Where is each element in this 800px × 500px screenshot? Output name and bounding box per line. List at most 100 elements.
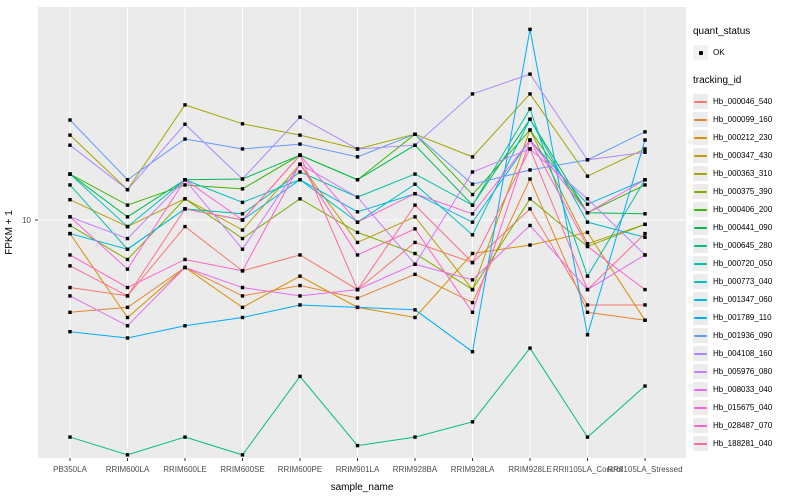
legend-item-Hb_001936_090: Hb_001936_090 bbox=[693, 327, 798, 344]
data-point bbox=[298, 197, 302, 201]
legend-key-box bbox=[693, 94, 708, 109]
data-point bbox=[183, 207, 187, 211]
data-point bbox=[125, 305, 130, 310]
data-point bbox=[183, 103, 187, 107]
legend-item-Hb_000363_310: Hb_000363_310 bbox=[693, 165, 798, 182]
data-point bbox=[470, 182, 475, 186]
data-point bbox=[413, 172, 417, 176]
series-color-swatch bbox=[694, 172, 707, 175]
data-point bbox=[643, 130, 647, 134]
legend-key-box bbox=[693, 274, 708, 289]
data-point bbox=[68, 330, 72, 334]
data-point bbox=[643, 253, 647, 257]
legend-item-Hb_000375_390: Hb_000375_390 bbox=[693, 183, 798, 200]
legend-label: Hb_000375_390 bbox=[713, 187, 773, 196]
legend-key-box bbox=[693, 45, 708, 60]
legend-item-Hb_000773_040: Hb_000773_040 bbox=[693, 273, 798, 290]
data-point bbox=[470, 155, 475, 159]
legend-panel: quant_status OK tracking_id Hb_000046_54… bbox=[693, 26, 798, 453]
data-point bbox=[68, 133, 72, 137]
legend-label: Hb_001347_060 bbox=[713, 295, 773, 304]
x-axis-title: sample_name bbox=[331, 482, 394, 493]
data-point bbox=[470, 212, 475, 216]
legend-item-Hb_000046_540: Hb_000046_540 bbox=[693, 93, 798, 110]
data-point bbox=[240, 305, 245, 310]
data-point bbox=[125, 336, 130, 340]
legend-item-Hb_008033_040: Hb_008033_040 bbox=[693, 381, 798, 398]
data-point bbox=[68, 264, 72, 268]
data-point bbox=[125, 294, 130, 298]
data-point bbox=[355, 296, 360, 300]
legend-key-box bbox=[693, 364, 708, 379]
legend-key-box bbox=[693, 436, 708, 451]
x-tick-label: RRIM600SE bbox=[220, 465, 264, 474]
data-point bbox=[298, 374, 302, 379]
data-point bbox=[183, 137, 187, 141]
data-point bbox=[585, 174, 590, 178]
data-point bbox=[125, 215, 130, 219]
data-point bbox=[643, 318, 647, 322]
data-point bbox=[470, 92, 475, 96]
data-point bbox=[240, 187, 245, 191]
data-point bbox=[585, 211, 590, 215]
legend-label: Hb_000363_310 bbox=[713, 169, 773, 178]
data-point bbox=[183, 122, 187, 126]
data-point bbox=[413, 203, 417, 207]
legend-key-box bbox=[693, 328, 708, 343]
x-tick-label: RRIM600LA bbox=[106, 465, 150, 474]
legend-label: Hb_004108_160 bbox=[713, 349, 773, 358]
series-color-swatch bbox=[694, 424, 707, 427]
data-point bbox=[240, 228, 245, 232]
legend-key-box bbox=[693, 418, 708, 433]
data-point bbox=[470, 310, 475, 315]
data-point bbox=[240, 177, 245, 181]
legend-label: Hb_000406_200 bbox=[713, 205, 773, 214]
legend-label: Hb_015675_040 bbox=[713, 403, 773, 412]
data-point bbox=[470, 278, 475, 282]
data-point bbox=[413, 215, 417, 219]
data-point bbox=[240, 247, 245, 251]
legend-label: Hb_188281_040 bbox=[713, 439, 773, 448]
data-point bbox=[240, 453, 245, 457]
series-color-swatch bbox=[694, 208, 707, 211]
legend-label: Hb_000212_230 bbox=[713, 133, 773, 142]
series-color-swatch bbox=[694, 334, 707, 337]
data-point bbox=[528, 168, 532, 172]
legend-key-box bbox=[693, 292, 708, 307]
data-point bbox=[643, 212, 647, 216]
data-point bbox=[240, 315, 245, 320]
legend-item-Hb_000099_160: Hb_000099_160 bbox=[693, 111, 798, 128]
data-point bbox=[470, 192, 475, 197]
data-point bbox=[355, 155, 360, 159]
legend-label: Hb_001936_090 bbox=[713, 331, 773, 340]
data-point bbox=[528, 138, 532, 142]
data-point bbox=[68, 310, 72, 315]
legend-title-tracking-id: tracking_id bbox=[693, 75, 742, 86]
data-point bbox=[585, 197, 590, 201]
data-point bbox=[240, 294, 245, 298]
data-point bbox=[585, 202, 590, 206]
legend-item-Hb_000406_200: Hb_000406_200 bbox=[693, 201, 798, 218]
data-point bbox=[298, 303, 302, 307]
data-point bbox=[528, 27, 532, 32]
data-point bbox=[183, 324, 187, 328]
x-tick-label: RRIM928BA bbox=[393, 465, 438, 474]
data-point bbox=[240, 212, 245, 216]
data-point bbox=[413, 251, 417, 256]
data-point bbox=[470, 220, 475, 224]
data-point bbox=[643, 384, 647, 388]
x-tick-label: RRIM600LE bbox=[163, 465, 207, 474]
x-tick-label: RRII105LA_Stressed bbox=[607, 465, 682, 474]
data-point bbox=[470, 233, 475, 237]
legend-key-box bbox=[693, 382, 708, 397]
legend-label: Hb_008033_040 bbox=[713, 385, 773, 394]
y-axis-title: FPKM + 1 bbox=[4, 210, 15, 255]
point-marker-icon bbox=[698, 50, 703, 55]
data-point bbox=[470, 170, 475, 174]
data-point bbox=[643, 222, 647, 227]
series-color-swatch bbox=[694, 298, 707, 301]
data-point bbox=[298, 142, 302, 146]
data-point bbox=[298, 274, 302, 278]
legend-spacer bbox=[693, 62, 798, 75]
